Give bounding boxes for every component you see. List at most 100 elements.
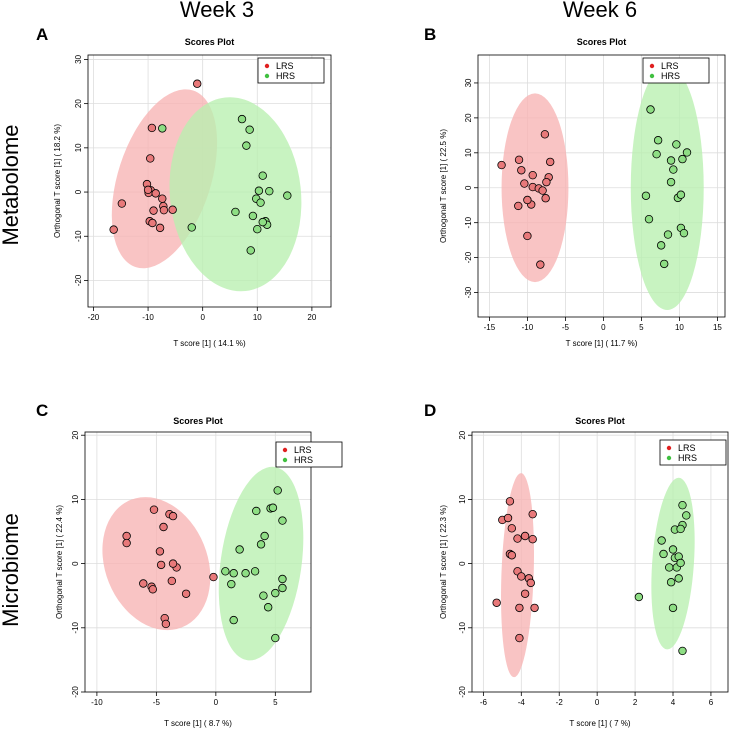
y-tick-label: -10	[464, 216, 473, 228]
x-tick-label: 15	[713, 323, 722, 332]
x-tick-label: 2	[633, 698, 638, 707]
point-hrs	[268, 503, 278, 512]
point-lrs	[520, 589, 530, 598]
plot-frame	[87, 54, 332, 308]
point-hrs	[254, 186, 264, 195]
y-tick-label: -20	[74, 274, 83, 286]
legend-marker-hrs	[282, 457, 288, 463]
point-lrs	[149, 206, 158, 215]
point-lrs	[514, 155, 524, 164]
point-hrs	[256, 198, 265, 207]
point-lrs	[168, 205, 177, 214]
point-hrs	[668, 545, 678, 554]
y-tick-label: 20	[458, 430, 467, 439]
point-hrs	[666, 177, 676, 187]
legend-marker-lrs	[649, 63, 655, 69]
point-lrs	[515, 603, 524, 613]
y-tick-label: -20	[71, 686, 80, 698]
point-lrs	[520, 179, 529, 188]
legend-label-lrs: LRS	[661, 61, 679, 71]
point-hrs	[676, 190, 686, 199]
scores-plot-a: -20 -10 0 10 20 -20 -10 0 10 20 30 Scores Plot T sco…	[53, 37, 332, 348]
y-tick-label: 10	[464, 148, 473, 157]
y-tick-label: 0	[458, 561, 467, 566]
column-title-week-6: Week 6	[563, 0, 637, 22]
point-lrs	[155, 223, 165, 233]
point-hrs	[659, 549, 668, 559]
point-lrs	[528, 535, 537, 544]
point-hrs	[278, 583, 287, 593]
point-hrs	[656, 241, 666, 250]
legend-marker-lrs	[282, 447, 288, 453]
point-lrs	[514, 201, 523, 211]
x-axis-label: T score [1] ( 14.1 %)	[173, 339, 246, 348]
y-axis-label: Orthogonal T score [1] ( 18.2 %)	[53, 124, 62, 238]
point-lrs	[155, 547, 165, 556]
row-title-microbiome: Microbiome	[0, 513, 23, 627]
y-tick-label: -10	[458, 621, 467, 633]
confidence-ellipse-lrs	[102, 497, 211, 631]
point-hrs	[676, 558, 685, 568]
legend-label-lrs: LRS	[678, 443, 696, 453]
point-lrs	[523, 195, 532, 205]
plot-frame	[471, 431, 729, 693]
point-hrs	[672, 140, 681, 149]
point-hrs	[231, 207, 240, 217]
x-axis-label: T score [1] ( 8.7 %)	[164, 719, 232, 728]
confidence-ellipse-hrs	[169, 97, 302, 292]
point-hrs	[253, 224, 262, 234]
confidence-ellipse-hrs	[630, 65, 704, 311]
point-hrs	[678, 154, 687, 164]
row-title-metabolome: Metabolome	[0, 124, 23, 245]
point-hrs	[235, 545, 244, 554]
point-hrs	[283, 191, 292, 200]
y-tick-label: 20	[464, 113, 473, 122]
point-lrs	[117, 199, 127, 208]
point-hrs	[653, 136, 663, 145]
x-tick-label: -15	[484, 323, 496, 332]
point-lrs	[507, 524, 517, 533]
point-lrs	[156, 560, 166, 570]
panel-letter-c: C	[36, 401, 48, 420]
x-tick-label: 6	[709, 698, 714, 707]
point-lrs	[517, 572, 526, 581]
plot-title: Scores Plot	[575, 416, 625, 426]
x-tick-label: -6	[480, 698, 488, 707]
x-tick-label: 0	[214, 698, 219, 707]
y-tick-label: 30	[464, 78, 473, 87]
legend-marker-lrs	[264, 63, 270, 69]
x-tick-label: -2	[556, 698, 564, 707]
point-hrs	[245, 125, 254, 134]
y-tick-label: 0	[71, 561, 80, 566]
legend-box	[257, 57, 325, 84]
point-hrs	[669, 165, 678, 174]
point-lrs	[536, 260, 545, 269]
x-tick-label: 5	[273, 698, 278, 707]
y-tick-label: -30	[464, 286, 473, 298]
legend-marker-hrs	[264, 73, 270, 79]
point-lrs	[143, 185, 153, 195]
point-hrs	[271, 633, 280, 643]
point-hrs	[665, 563, 674, 572]
y-tick-label: -10	[74, 230, 83, 242]
x-tick-label: 0	[595, 698, 600, 707]
point-hrs	[679, 228, 689, 238]
point-lrs	[147, 123, 157, 133]
point-hrs	[221, 567, 230, 576]
point-hrs	[682, 148, 692, 157]
point-lrs	[528, 509, 537, 519]
x-tick-label: 0	[601, 323, 606, 332]
plot-title: Scores Plot	[185, 37, 235, 47]
legend-label-lrs: LRS	[276, 61, 294, 71]
point-lrs	[538, 186, 547, 195]
point-lrs	[513, 534, 522, 543]
point-lrs	[159, 205, 169, 215]
point-hrs	[674, 574, 683, 583]
point-hrs	[682, 511, 691, 520]
point-lrs	[526, 578, 535, 588]
x-tick-label: 0	[200, 313, 205, 322]
point-lrs	[497, 160, 506, 170]
point-lrs	[530, 603, 539, 613]
